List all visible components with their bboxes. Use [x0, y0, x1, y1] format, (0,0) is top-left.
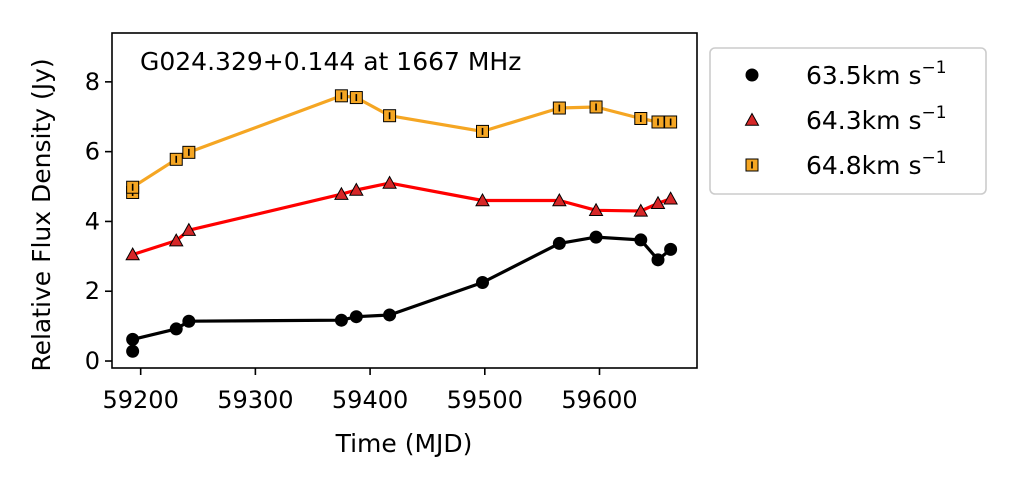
data-point — [349, 310, 363, 324]
x-tick-label: 59400 — [332, 386, 408, 414]
data-point — [589, 100, 603, 114]
data-point — [552, 236, 566, 250]
data-point — [552, 192, 567, 207]
data-point — [182, 314, 196, 328]
legend-label: 63.5km s−1 — [806, 58, 947, 90]
x-tick-label: 59300 — [217, 386, 293, 414]
data-point — [334, 313, 348, 327]
data-point — [125, 247, 140, 261]
data-point — [589, 230, 603, 244]
data-point — [169, 322, 183, 336]
x-tick-label: 59200 — [102, 386, 178, 414]
y-tick-label: 2 — [85, 277, 100, 305]
data-point — [476, 124, 489, 138]
legend-marker — [745, 158, 759, 172]
legend-item: 64.3km s−1 — [744, 103, 947, 135]
data-point — [634, 233, 648, 247]
data-point — [475, 192, 490, 207]
series-line — [132, 181, 672, 257]
y-tick-label: 8 — [85, 68, 100, 96]
chart-annotation: G024.329+0.144 at 1667 MHz — [140, 47, 521, 76]
data-point — [476, 276, 489, 290]
x-tick-label: 59500 — [447, 386, 523, 414]
data-point — [383, 109, 397, 123]
data-point — [663, 191, 678, 205]
data-point — [168, 233, 184, 247]
series-layer — [125, 89, 678, 358]
data-point — [182, 145, 196, 159]
data-point — [633, 203, 649, 217]
legend-item: 63.5km s−1 — [745, 58, 947, 90]
data-point — [650, 195, 666, 209]
legend-label: 64.8km s−1 — [806, 148, 947, 180]
y-tick-label: 0 — [85, 347, 100, 375]
data-point — [334, 89, 348, 103]
legend-marker — [744, 112, 760, 126]
x-axis-label: Time (MJD) — [335, 429, 473, 458]
x-tick-label: 59600 — [561, 386, 637, 414]
data-point — [181, 222, 197, 236]
data-point — [334, 186, 349, 200]
data-point — [651, 253, 665, 267]
data-point — [382, 175, 397, 189]
data-point — [126, 344, 140, 358]
axes-layer: 59200 59300 59400 59500 59600 0 2 4 6 8 — [85, 32, 698, 414]
series-3 — [126, 89, 678, 199]
series-2 — [125, 175, 678, 261]
y-axis-label: Relative Flux Density (Jy) — [27, 58, 56, 371]
data-point — [126, 180, 140, 194]
data-point — [348, 182, 364, 196]
legend: 63.5km s−1 64.3km s−1 64.8km s−1 — [709, 47, 987, 195]
data-point — [383, 308, 397, 322]
data-point — [651, 115, 665, 129]
data-point — [552, 101, 566, 115]
data-point — [588, 202, 604, 216]
data-point — [664, 242, 678, 256]
legend-marker — [745, 68, 759, 82]
data-point — [126, 332, 140, 346]
data-point — [349, 91, 363, 105]
legend-label: 64.3km s−1 — [806, 103, 947, 135]
data-point — [169, 152, 183, 166]
legend-item: 64.8km s−1 — [745, 148, 947, 180]
y-tick-label: 4 — [85, 207, 100, 235]
legend-frame — [709, 47, 987, 195]
data-point — [664, 115, 678, 129]
series-1 — [126, 230, 678, 358]
data-point — [634, 111, 648, 125]
series-line — [131, 235, 672, 352]
y-tick-label: 6 — [85, 138, 100, 166]
plot-frame — [111, 32, 698, 369]
